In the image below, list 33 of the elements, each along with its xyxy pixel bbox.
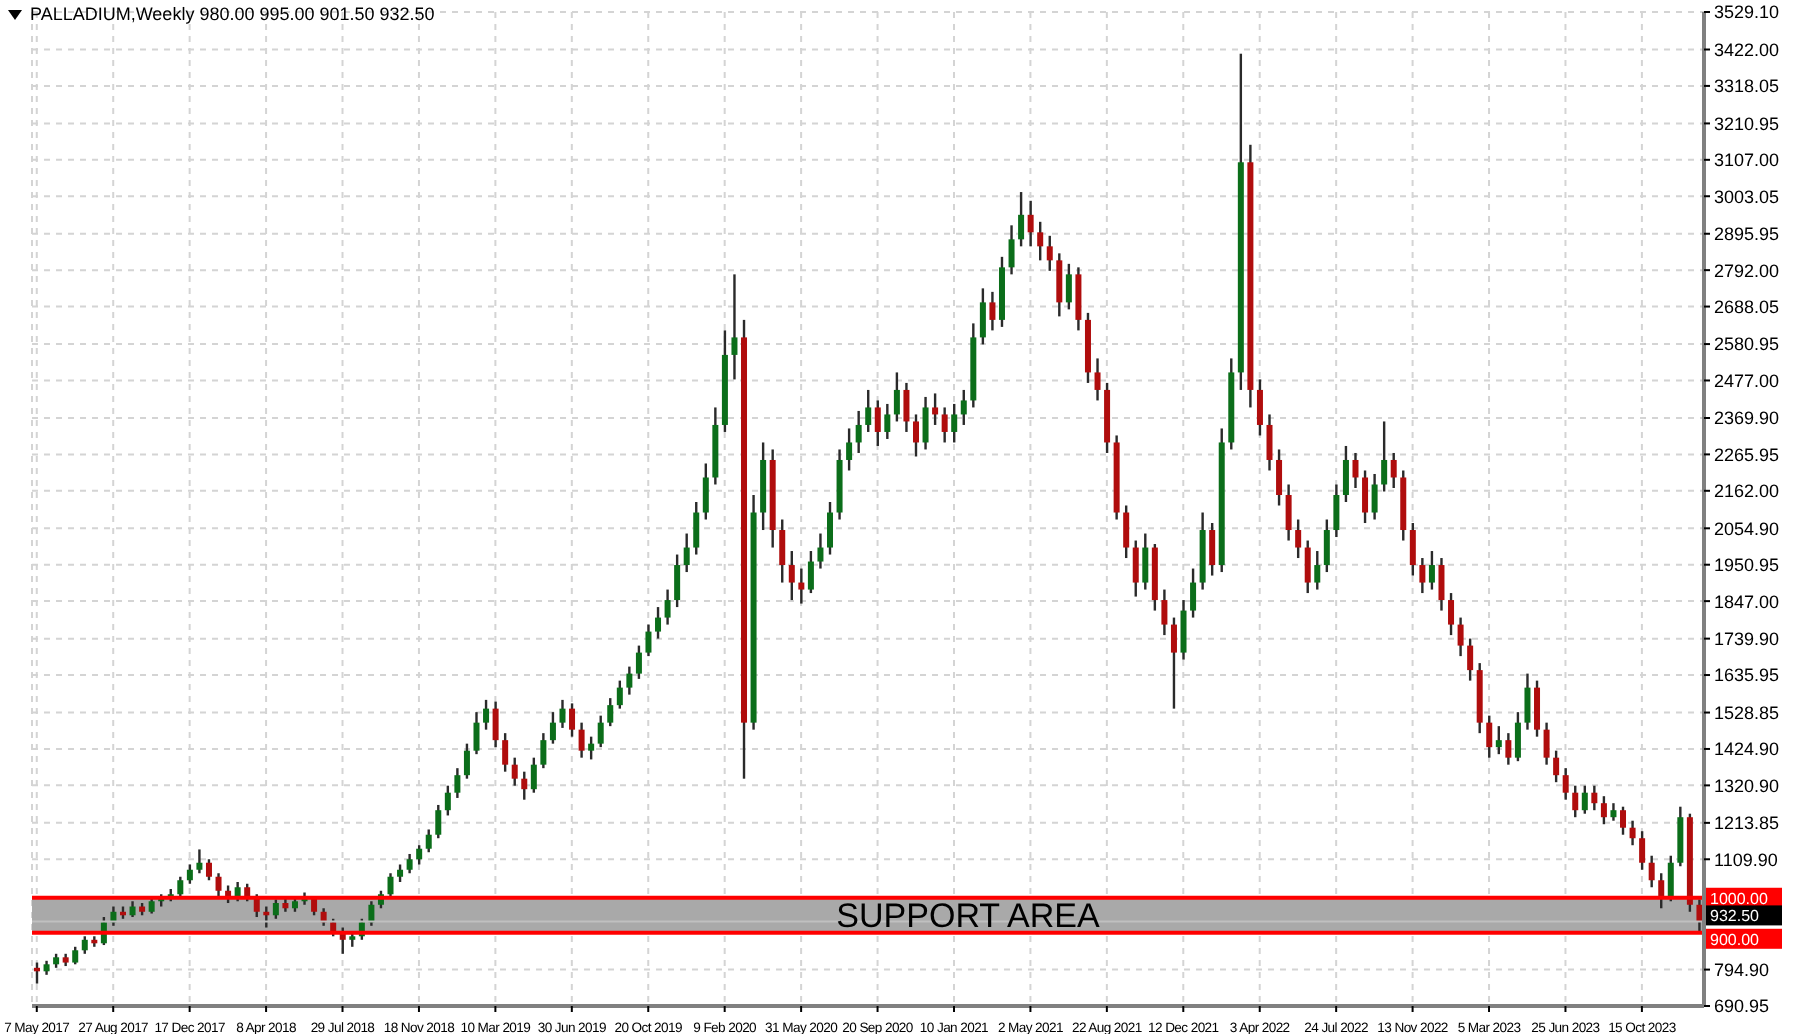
y-tick-label: 1424.90 [1714,739,1780,760]
y-tick-label: 2895.95 [1714,224,1780,245]
y-tick-label: 794.90 [1714,959,1770,980]
y-tick-label: 3318.05 [1714,76,1780,97]
y-tick-label: 1739.90 [1714,629,1780,650]
y-tick-label: 1109.90 [1714,849,1778,870]
y-tick-label: 2688.05 [1714,296,1780,317]
y-tick-label: 3003.05 [1714,186,1780,207]
chart-title: PALLADIUM,Weekly 980.00 995.00 901.50 932.50 [30,4,435,24]
y-tick-label: 3210.95 [1714,113,1780,134]
y-tick-label: 3107.00 [1714,150,1780,171]
y-tick-label: 1950.95 [1714,555,1780,576]
y-tick-label: 2265.95 [1714,444,1780,465]
y-tick-label: 2580.95 [1714,334,1780,355]
y-tick-label: 3529.10 [1714,2,1780,23]
y-tick-label: 2477.00 [1714,370,1780,391]
y-tick-label: 1528.85 [1714,702,1780,723]
y-tick-label: 1635.95 [1714,665,1780,686]
y-tick-label: 2792.00 [1714,260,1780,281]
ref-line-label: 900.00 [1710,930,1761,949]
ref-line-label: 1000.00 [1710,889,1769,908]
y-tick-label: 2162.00 [1714,481,1780,502]
y-tick-label: 2369.90 [1714,408,1780,429]
candlestick [731,274,738,380]
y-tick-label: 2054.90 [1714,518,1780,539]
ref-line-label: 932.50 [1710,907,1761,926]
y-tick-label: 1847.00 [1714,591,1780,612]
y-tick-label: 1320.90 [1714,775,1780,796]
candlestick [798,568,805,604]
y-tick-label: 3422.00 [1714,39,1780,60]
y-tick-label: 1213.85 [1714,813,1780,834]
y-tick-label: 690.95 [1714,996,1770,1017]
band-label: SUPPORT AREA [836,897,1101,936]
